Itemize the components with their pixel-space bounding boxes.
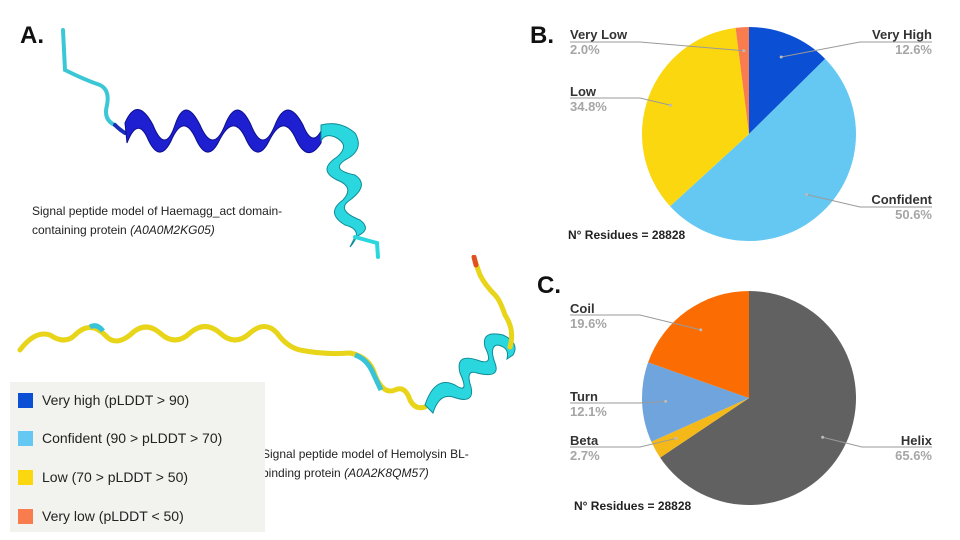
pie-b-leader-dot-very-low (742, 49, 746, 53)
legend-item-very-low: Very low (pLDDT < 50) (18, 506, 184, 526)
pie-c-residue-count: N° Residues = 28828 (574, 499, 692, 513)
pie-c-slice-turn (642, 362, 749, 442)
legend-label-confident: Confident (90 > pLDDT > 70) (42, 430, 223, 446)
pie-c-label-beta-value: 2.7% (570, 448, 600, 463)
top-structure-caption: Signal peptide model of Haemagg_act doma… (32, 202, 322, 240)
legend-label-very-high: Very high (pLDDT > 90) (42, 392, 190, 408)
bottom-structure-caption: Signal peptide model of Hemolysin BL- bi… (262, 445, 502, 483)
bottom-caption-id: (A0A2K8QM57) (344, 466, 429, 480)
pie-b-label-low: Low 34.8% (570, 84, 607, 114)
pie-b-label-very-low: Very Low 2.0% (570, 27, 627, 57)
pie-b-label-confident-value: 50.6% (895, 207, 932, 222)
pie-c-label-turn: Turn 12.1% (570, 389, 607, 419)
protein-structure-bottom (17, 255, 516, 414)
panel-label-c: C. (537, 272, 561, 299)
legend-label-very-low: Very low (pLDDT < 50) (42, 508, 184, 524)
pie-b-leader-dot-confident (805, 192, 809, 196)
legend-item-confident: Confident (90 > pLDDT > 70) (18, 428, 222, 448)
pie-b-slice-very-high (749, 27, 826, 134)
pie-c-slice-helix (660, 291, 856, 505)
pie-c-leader-dot-turn (664, 399, 668, 403)
bottom-caption-line2: binding protein (262, 466, 341, 480)
legend-label-low: Low (70 > pLDDT > 50) (42, 469, 189, 485)
pie-c-label-helix-name: Helix (900, 433, 932, 448)
pie-b-label-very-low-value: 2.0% (570, 42, 600, 57)
pie-b-label-confident-name: Confident (871, 192, 932, 207)
protein-structure-top (61, 28, 380, 259)
pie-c-label-helix-value: 65.6% (895, 448, 932, 463)
pie-c-leader-dot-coil (699, 328, 703, 332)
pie-c-label-coil-name: Coil (570, 301, 595, 316)
panel-label-a: A. (20, 22, 44, 49)
pie-b-label-low-value: 34.8% (570, 99, 607, 114)
legend-swatch-low (18, 469, 33, 485)
pie-c-label-beta-name: Beta (570, 433, 599, 448)
pie-c-label-turn-value: 12.1% (570, 404, 607, 419)
pie-b-label-low-name: Low (570, 84, 596, 99)
pie-c-label-turn-name: Turn (570, 389, 598, 404)
pie-b-leader-dot-very-high (779, 55, 783, 59)
bottom-caption-line1: Signal peptide model of Hemolysin BL- (262, 447, 469, 461)
pie-b-label-very-high: Very High 12.6% (830, 27, 932, 57)
legend-swatch-very-low (18, 508, 33, 524)
pie-c-slice-beta (651, 398, 749, 458)
plddt-legend: Very high (pLDDT > 90) Confident (90 > p… (10, 382, 265, 532)
top-caption-line1: Signal peptide model of Haemagg_act doma… (32, 204, 283, 218)
top-caption-id: (A0A0M2KG05) (130, 223, 215, 237)
pie-b-leader-dot-low (669, 103, 673, 107)
panel-label-b: B. (530, 22, 554, 49)
pie-c-leader-dot-helix (821, 435, 825, 439)
pie-c-label-coil: Coil 19.6% (570, 301, 607, 331)
legend-item-low: Low (70 > pLDDT > 50) (18, 467, 188, 487)
pie-b-slice-very-low (735, 27, 749, 134)
pie-b-residue-count: N° Residues = 28828 (568, 228, 686, 242)
pie-b-label-very-low-name: Very Low (570, 27, 628, 42)
pie-c-leader-dot-beta (674, 436, 678, 440)
pie-b-slice-confident (670, 58, 857, 242)
pie-c-label-helix: Helix 65.6% (830, 433, 932, 463)
pie-b-slice-low (642, 27, 749, 207)
top-caption-line2: containing protein (32, 223, 127, 237)
pie-c-slice-coil (648, 291, 749, 398)
pie-b-label-confident: Confident 50.6% (830, 192, 932, 222)
legend-swatch-confident (18, 430, 33, 446)
legend-item-very-high: Very high (pLDDT > 90) (18, 390, 189, 410)
pie-c-label-beta: Beta 2.7% (570, 433, 600, 463)
pie-b-label-very-high-name: Very High (872, 27, 932, 42)
pie-b-label-very-high-value: 12.6% (895, 42, 932, 57)
pie-c-label-coil-value: 19.6% (570, 316, 607, 331)
legend-swatch-very-high (18, 392, 33, 408)
